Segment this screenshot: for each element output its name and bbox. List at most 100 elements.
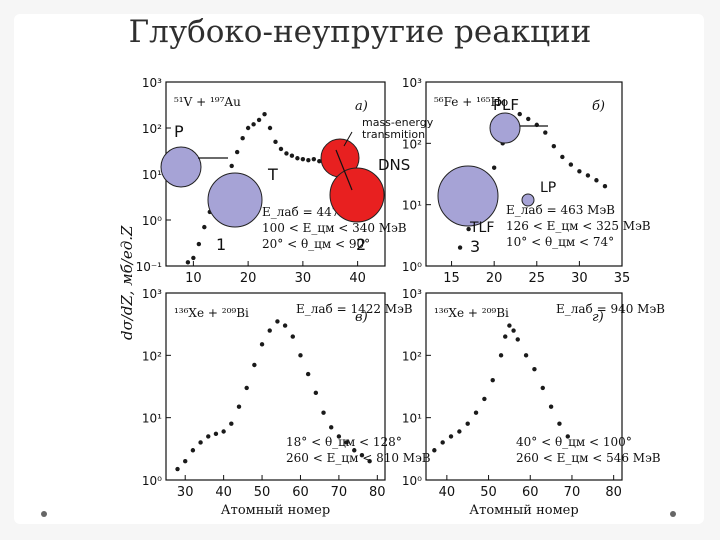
data-point xyxy=(251,122,256,127)
y-tick-label: 10³ xyxy=(402,287,422,301)
data-point xyxy=(594,178,599,183)
data-point xyxy=(313,390,319,396)
data-point xyxy=(229,163,234,169)
annotation-label: PLF xyxy=(493,96,519,114)
x-tick-label: 40 xyxy=(349,271,366,286)
y-tick-label: 10² xyxy=(402,349,422,363)
energy-condition-label: 260 < E_цм < 810 МэВ xyxy=(286,451,431,465)
data-point xyxy=(336,434,342,439)
data-point xyxy=(526,116,531,122)
data-point xyxy=(273,139,278,145)
x-axis-label: Атомный номер xyxy=(469,503,578,518)
data-point xyxy=(298,353,303,358)
data-point xyxy=(511,328,516,333)
annotation-label: DNS xyxy=(378,156,410,174)
data-point xyxy=(284,151,289,156)
panel-letter: а) xyxy=(355,99,368,114)
data-point xyxy=(577,169,582,174)
data-point xyxy=(206,434,211,439)
y-tick-label: 10¹ xyxy=(402,412,422,426)
data-point xyxy=(503,334,508,339)
y-tick-label: 10³ xyxy=(402,76,422,90)
panel-2-frame xyxy=(425,81,623,267)
data-point xyxy=(234,149,240,155)
y-tick-label: 10² xyxy=(142,122,162,136)
y-tick-label: 10⁰ xyxy=(142,474,162,488)
slide-frame xyxy=(14,14,704,524)
data-point xyxy=(367,459,372,464)
annotation-label: 2 xyxy=(356,235,366,254)
data-point xyxy=(352,448,357,453)
annotation-label: P xyxy=(174,122,184,141)
annotation-label: 3 xyxy=(470,237,480,256)
panel-3-frame xyxy=(165,292,386,481)
data-point xyxy=(259,342,265,347)
data-point xyxy=(473,410,479,415)
data-point xyxy=(565,434,570,439)
data-point xyxy=(465,421,470,426)
data-point xyxy=(245,125,251,131)
data-point xyxy=(289,153,295,158)
arrow-line xyxy=(335,149,353,191)
data-point xyxy=(321,410,326,415)
data-point xyxy=(278,146,284,152)
data-point xyxy=(202,224,207,230)
data-point xyxy=(282,323,288,328)
data-point xyxy=(515,337,520,342)
data-point xyxy=(256,117,262,123)
x-tick-label: 25 xyxy=(529,271,546,286)
energy-condition-label: 10° < θ_цм < 74° xyxy=(506,235,614,249)
data-point xyxy=(440,440,445,445)
y-axis-label: dσ/dZ, мб/ед.Z xyxy=(118,225,136,340)
data-point xyxy=(551,143,557,149)
annotation-label: 1 xyxy=(216,235,226,254)
data-point xyxy=(300,156,306,162)
panel-4-frame xyxy=(425,292,623,481)
data-point xyxy=(229,421,234,426)
data-point xyxy=(183,459,188,464)
energy-condition-label: 20° < θ_цм < 90° xyxy=(262,237,370,251)
y-tick-label: 10⁰ xyxy=(402,260,422,274)
annotation-label: mass-energy xyxy=(362,116,434,129)
reaction-label: ¹³⁶Xe + ²⁰⁹Bi xyxy=(174,306,249,320)
y-tick-label: 10⁰ xyxy=(402,474,422,488)
energy-condition-label: 100 < E_цм < 340 МэВ xyxy=(262,221,407,235)
energy-condition-label: E_лаб = 463 МэВ xyxy=(506,203,615,217)
energy-condition-label: 260 < E_цм < 546 МэВ xyxy=(516,451,661,465)
x-tick-label: 10 xyxy=(185,271,202,286)
lp-circle xyxy=(521,193,535,207)
data-point xyxy=(175,466,180,472)
y-tick-label: 10⁻¹ xyxy=(136,260,163,274)
x-tick-label: 60 xyxy=(522,485,539,500)
x-axis-label: Атомный номер xyxy=(221,503,330,518)
data-point xyxy=(557,421,562,426)
data-point xyxy=(560,154,565,160)
data-point xyxy=(482,396,487,402)
data-point xyxy=(543,130,548,135)
data-point xyxy=(448,434,454,439)
data-point xyxy=(267,125,273,131)
tlf-circle xyxy=(437,165,499,227)
data-point xyxy=(191,255,196,261)
data-point xyxy=(507,323,512,328)
energy-condition-label: E_лаб = 1422 МэВ xyxy=(296,302,413,316)
data-point xyxy=(548,404,554,409)
x-tick-label: 70 xyxy=(331,485,348,500)
data-point xyxy=(236,404,242,409)
arrow-line xyxy=(343,131,353,147)
data-point xyxy=(517,111,522,117)
data-point xyxy=(490,377,495,383)
data-point xyxy=(585,173,591,178)
x-tick-label: 30 xyxy=(571,271,588,286)
data-point xyxy=(568,162,574,167)
slide-dot-left xyxy=(41,511,47,517)
data-point xyxy=(198,440,203,445)
slide-title: Глубоко-неупругие реакции xyxy=(128,14,592,50)
target-circle xyxy=(207,172,263,228)
data-point xyxy=(185,260,191,265)
data-point xyxy=(306,157,311,163)
reaction-label: ⁵¹V + ¹⁹⁷Au xyxy=(174,95,241,109)
x-tick-label: 80 xyxy=(605,485,622,500)
x-tick-label: 15 xyxy=(443,271,460,286)
